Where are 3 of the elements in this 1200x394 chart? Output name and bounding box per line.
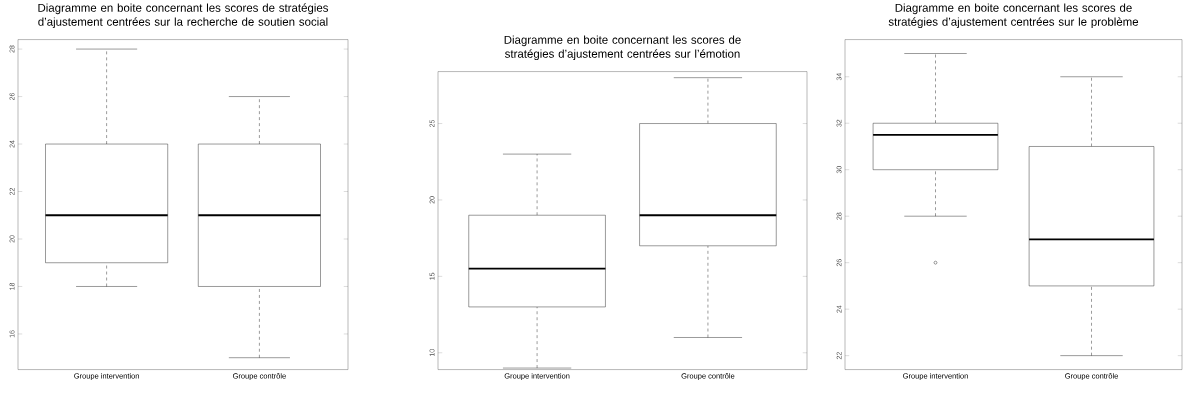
- chart-title: Diagramme en boite concernant les scores de stratégies d’ajustement centrées sur l’émotion: [504, 35, 741, 61]
- chart-title: Diagramme en boite concernant les scores de stratégies d’ajustement centrées sur la recherche de soutien social: [38, 3, 329, 29]
- chart-title: Diagramme en boite concernant les scores de stratégies d’ajustement centrées sur le problème: [888, 3, 1139, 29]
